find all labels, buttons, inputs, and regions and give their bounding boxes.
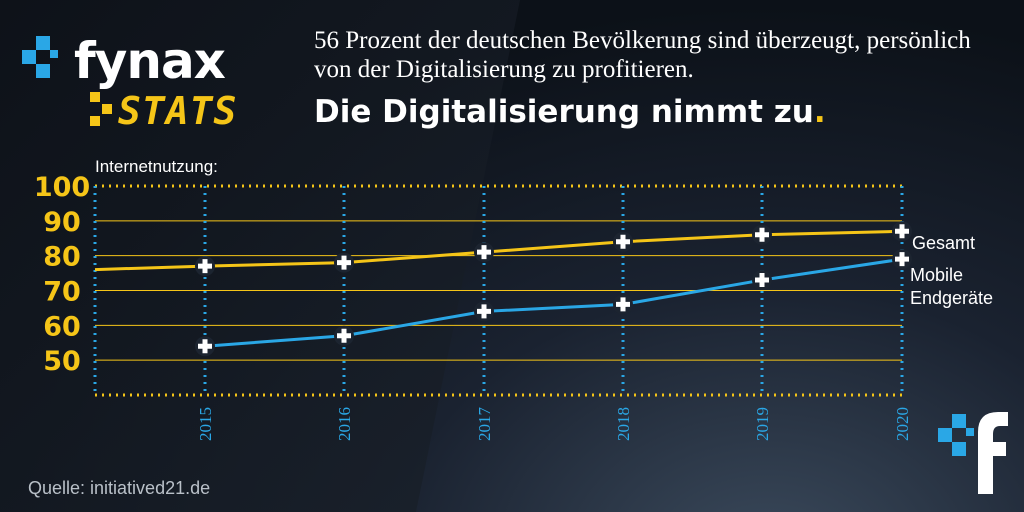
page-title-text: Die Digitalisierung nimmt zu bbox=[314, 94, 814, 130]
x-tick-label-2020: 2020 bbox=[893, 407, 912, 441]
data-point-mobile-2020 bbox=[892, 249, 912, 270]
data-point-gesamt-2016 bbox=[334, 252, 354, 273]
data-point-mobile-2016 bbox=[334, 325, 354, 346]
y-axis-label: Internetnutzung: bbox=[95, 157, 218, 176]
y-tick-label-70: 70 bbox=[43, 277, 81, 308]
data-point-gesamt-2020 bbox=[892, 221, 912, 242]
data-point-gesamt-2017 bbox=[474, 242, 494, 263]
series-label-mobile-line2: Endgeräte bbox=[910, 288, 993, 308]
x-tick-label-2017: 2017 bbox=[475, 407, 494, 442]
series-label-mobile: Mobile bbox=[910, 265, 963, 285]
logo-pixel-mark bbox=[22, 36, 58, 78]
series-label-gesamt: Gesamt bbox=[912, 233, 975, 253]
y-tick-label-90: 90 bbox=[43, 207, 81, 238]
data-point-mobile-2018 bbox=[613, 294, 633, 315]
data-point-gesamt-2019 bbox=[752, 224, 772, 245]
source-note: Quelle: initiatived21.de bbox=[28, 478, 211, 498]
x-tick-label-2016: 2016 bbox=[335, 407, 354, 441]
series-line-mobile bbox=[204, 257, 903, 348]
data-point-mobile-2019 bbox=[752, 270, 772, 291]
x-tick-label-2015: 2015 bbox=[196, 407, 215, 441]
y-tick-label-60: 60 bbox=[43, 311, 81, 342]
y-tick-label-50: 50 bbox=[43, 346, 81, 377]
logo-wordmark: fynax bbox=[74, 32, 226, 90]
y-tick-label-100: 100 bbox=[34, 172, 90, 203]
data-point-mobile-2015 bbox=[195, 336, 215, 357]
page-title: Die Digitalisierung nimmt zu. bbox=[314, 94, 826, 130]
series-line-gesamt bbox=[94, 229, 903, 272]
y-tick-label-80: 80 bbox=[43, 242, 81, 273]
logo-stats-text: STATS bbox=[118, 89, 238, 133]
data-point-gesamt-2018 bbox=[613, 231, 633, 252]
data-point-gesamt-2015 bbox=[195, 256, 215, 277]
corner-f-logo bbox=[938, 412, 1008, 494]
fynax-stats-logo: fynax STATS bbox=[22, 22, 252, 132]
title-dot: . bbox=[813, 94, 826, 130]
logo-stats-pixels bbox=[90, 92, 112, 126]
x-tick-label-2019: 2019 bbox=[753, 407, 772, 441]
subtitle: 56 Prozent der deutschen Bevölkerung sin… bbox=[314, 27, 971, 83]
data-point-mobile-2017 bbox=[474, 301, 494, 322]
x-tick-label-2018: 2018 bbox=[614, 407, 633, 441]
